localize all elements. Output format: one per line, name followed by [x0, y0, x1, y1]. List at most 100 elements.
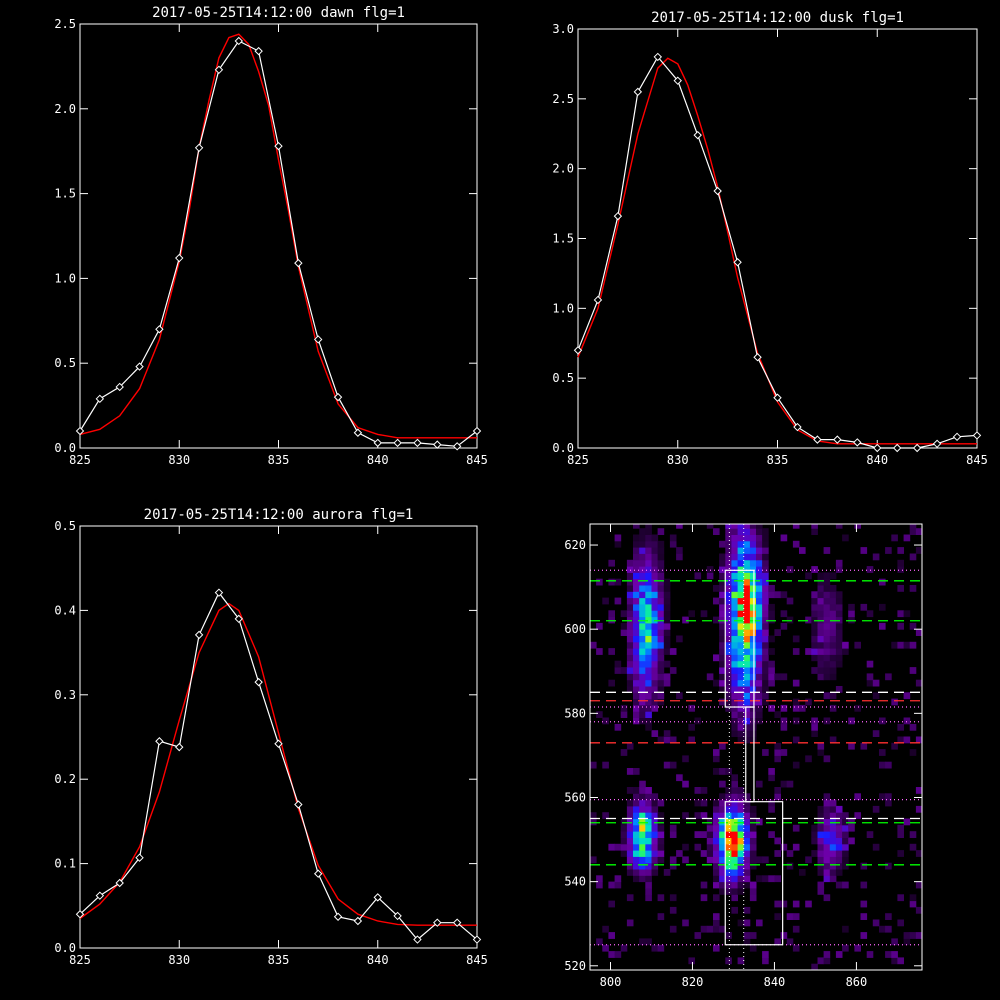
chart-2-data-point: [932, 439, 942, 449]
chart-1-data-point: [254, 46, 263, 56]
chart-4-xtick-label: 860: [846, 975, 868, 989]
chart-2-xtick-label: 825: [567, 453, 589, 467]
chart-2-ytick-label: 0.5: [552, 371, 574, 385]
chart-2-data-point: [952, 432, 962, 442]
chart-3-xtick-label: 840: [367, 953, 389, 967]
chart-3-data-point: [214, 588, 224, 597]
chart-2-data-point: [673, 76, 682, 85]
chart-4-heatmap-cells: [590, 524, 922, 970]
chart-3: 825 830 835 840 845 0.0 0.1 0.2 0.3 0.4 0.5 2017-05…: [54, 507, 488, 967]
chart-2-title: 2017-05-25T14:12:00 dusk flg=1: [651, 10, 904, 26]
chart-1-ytick-label: 0.5: [54, 356, 76, 370]
chart-3-data-point: [234, 614, 244, 624]
chart-3-frame: [79, 525, 478, 949]
chart-2-data-point: [593, 295, 603, 305]
chart-1-ytick-label: 1.5: [54, 187, 76, 201]
chart-2-data-point: [873, 443, 882, 453]
chart-3-data-point: [452, 918, 462, 927]
chart-1-data-point: [175, 253, 184, 263]
chart-3-data-point: [313, 869, 323, 878]
chart-3-ytick-label: 0.4: [54, 603, 76, 617]
chart-1-data-point: [214, 65, 224, 74]
chart-2-xtick-label: 835: [767, 453, 789, 467]
chart-3-data-point: [95, 891, 105, 900]
chart-2-data-point: [733, 258, 742, 267]
chart-3-data-point: [472, 935, 482, 944]
chart-2-ytick-label: 2.0: [552, 162, 574, 176]
chart-3-data-point: [333, 912, 343, 921]
chart-4-ytick-label: 580: [564, 706, 586, 720]
chart-3-data-point: [175, 742, 184, 752]
chart-1-data-point: [413, 438, 422, 448]
chart-1-ytick-label: 0.0: [54, 441, 76, 455]
chart-2-data-point: [813, 435, 822, 444]
chart-1-title: 2017-05-25T14:12:00 dawn flg=1: [152, 5, 405, 21]
chart-4-xtick-label: 840: [764, 975, 786, 989]
chart-1-data-point: [135, 362, 144, 371]
chart-2-data-point: [972, 431, 982, 440]
chart-1-data-point: [194, 143, 204, 153]
chart-4-xtick-label: 820: [682, 975, 704, 989]
chart-1-data-point: [353, 428, 363, 437]
chart-3-data-point: [115, 878, 124, 888]
chart-3-data-point: [433, 918, 442, 927]
chart-2-data-point: [613, 211, 623, 221]
chart-3-ytick-label: 0.1: [54, 857, 76, 871]
chart-3-xtick-label: 830: [168, 953, 190, 967]
chart-2-data-point: [693, 130, 702, 140]
chart-1-ytick-label: 2.5: [54, 17, 76, 31]
chart-3-data-point: [274, 739, 283, 748]
chart-2-ytick-label: 3.0: [552, 22, 574, 36]
chart-1-xtick-label: 840: [367, 453, 389, 467]
chart-3-data-point: [135, 853, 144, 862]
chart-2-xtick-label: 845: [966, 453, 988, 467]
chart-1-data-point: [294, 258, 303, 268]
chart-3-xtick-label: 825: [69, 953, 91, 967]
chart-1-data-point: [234, 36, 244, 46]
chart-3-ytick-label: 0.3: [54, 688, 76, 702]
chart-4-ytick-label: 520: [564, 959, 586, 973]
chart-1-xtick-label: 825: [69, 453, 91, 467]
chart-2-ytick-label: 2.5: [552, 92, 574, 106]
chart-3-data-point: [194, 630, 204, 640]
chart-3-data-point: [373, 893, 382, 902]
chart-2-data-point: [912, 443, 922, 453]
chart-2-data-point: [892, 443, 902, 453]
chart-1-xtick-label: 830: [168, 453, 190, 467]
chart-1-data-point: [115, 382, 124, 392]
chart-1-data-point: [433, 440, 442, 449]
chart-3-ytick-label: 0.0: [54, 941, 76, 955]
chart-4-ytick-label: 620: [564, 538, 586, 552]
chart-2-ytick-label: 1.5: [552, 232, 574, 246]
chart-1-data-point: [393, 438, 402, 448]
chart-2-data-point: [793, 422, 802, 432]
chart-4-ytick-label: 560: [564, 790, 586, 804]
chart-3-xtick-label: 835: [268, 953, 290, 967]
chart-2-data-point: [833, 435, 842, 444]
chart-1: 825 830 835 840 845 0.0 0.5 1.0 1.5 2.0 2.5 2017-05…: [54, 5, 488, 467]
chart-3-data-point: [353, 916, 363, 926]
chart-2-data-point: [573, 346, 583, 355]
chart-3-data-point: [294, 800, 303, 809]
chart-3-title: 2017-05-25T14:12:00 aurora flg=1: [144, 507, 414, 523]
chart-1-observed-line: [79, 40, 478, 447]
chart-4-xtick-label: 800: [600, 975, 622, 989]
chart-3-data-point: [254, 677, 263, 687]
chart-4-region-box: [724, 801, 784, 946]
chart-1-data-point: [373, 438, 382, 448]
chart-1-xtick-label: 845: [466, 453, 488, 467]
chart-3-ytick-label: 0.2: [54, 772, 76, 786]
chart-2-fit-line: [577, 57, 977, 445]
chart-4-ytick-label: 600: [564, 622, 586, 636]
chart-2-data-point: [753, 353, 762, 362]
chart-1-data-point: [75, 426, 85, 436]
chart-4-frame: [589, 523, 923, 971]
chart-1-data-point: [313, 335, 323, 344]
chart-2-observed-line: [577, 55, 978, 449]
chart-3-observed-line: [79, 591, 478, 941]
chart-2-data-point: [773, 393, 782, 402]
chart-1-ytick-label: 1.0: [54, 271, 76, 285]
chart-2-xtick-label: 840: [866, 453, 888, 467]
chart-2-data-point: [853, 438, 862, 447]
